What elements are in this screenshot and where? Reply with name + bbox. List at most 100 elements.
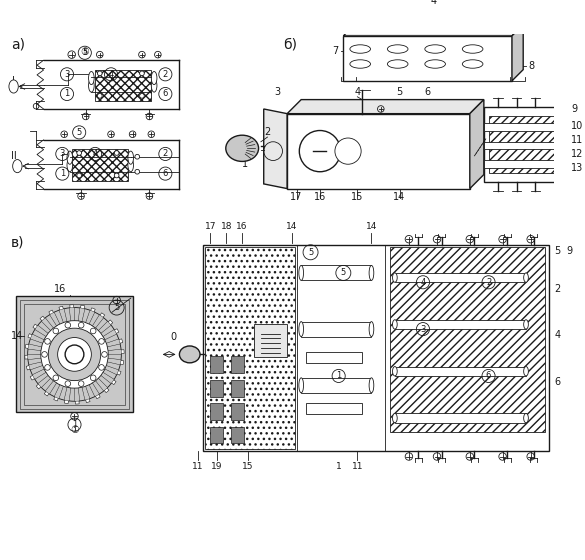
- Polygon shape: [512, 25, 523, 81]
- Text: 5: 5: [308, 248, 313, 257]
- Text: 4: 4: [430, 0, 436, 6]
- Text: 2: 2: [486, 278, 491, 287]
- Circle shape: [41, 321, 108, 388]
- Circle shape: [78, 323, 84, 328]
- Text: 1: 1: [60, 169, 65, 178]
- Text: 14: 14: [286, 222, 298, 231]
- Bar: [484, 161, 563, 168]
- Text: 14: 14: [394, 192, 405, 202]
- Text: 5: 5: [340, 268, 346, 277]
- Ellipse shape: [128, 158, 133, 172]
- Polygon shape: [348, 13, 378, 25]
- Circle shape: [99, 339, 104, 344]
- Ellipse shape: [67, 158, 73, 172]
- Ellipse shape: [152, 79, 157, 92]
- Ellipse shape: [67, 151, 73, 164]
- Ellipse shape: [462, 60, 483, 68]
- Ellipse shape: [88, 79, 94, 92]
- Ellipse shape: [524, 273, 528, 282]
- Text: 2: 2: [163, 70, 168, 79]
- Bar: [395, 367, 526, 376]
- Text: 15: 15: [351, 192, 364, 202]
- Ellipse shape: [387, 45, 408, 53]
- Bar: [306, 352, 362, 363]
- Text: 1: 1: [336, 462, 342, 471]
- Ellipse shape: [9, 80, 18, 93]
- Circle shape: [53, 375, 59, 381]
- Ellipse shape: [462, 45, 483, 53]
- Ellipse shape: [350, 60, 370, 68]
- Wedge shape: [35, 325, 74, 354]
- Wedge shape: [74, 308, 95, 354]
- Polygon shape: [343, 25, 523, 36]
- Wedge shape: [44, 354, 74, 396]
- Circle shape: [335, 138, 361, 164]
- Text: 10: 10: [571, 121, 583, 131]
- Text: 3: 3: [60, 150, 65, 158]
- Bar: [211, 380, 223, 396]
- Wedge shape: [74, 315, 104, 354]
- Bar: [211, 427, 223, 444]
- Wedge shape: [36, 354, 74, 389]
- Bar: [301, 321, 371, 337]
- Wedge shape: [74, 339, 123, 354]
- Bar: [301, 265, 371, 281]
- Bar: [395, 413, 526, 423]
- Wedge shape: [54, 354, 74, 401]
- Circle shape: [27, 307, 121, 401]
- Wedge shape: [32, 354, 74, 379]
- Wedge shape: [30, 354, 74, 380]
- Circle shape: [140, 71, 144, 76]
- Ellipse shape: [299, 265, 304, 281]
- Text: 17: 17: [205, 222, 216, 231]
- Text: 5: 5: [82, 48, 87, 57]
- Text: 1: 1: [336, 371, 341, 380]
- Wedge shape: [74, 354, 109, 393]
- Polygon shape: [470, 100, 484, 189]
- Wedge shape: [26, 354, 74, 370]
- Wedge shape: [28, 344, 74, 354]
- Bar: [484, 107, 563, 182]
- Polygon shape: [287, 100, 484, 114]
- Text: 14: 14: [366, 222, 377, 231]
- Bar: [205, 246, 295, 449]
- Text: 8: 8: [528, 61, 534, 71]
- Wedge shape: [38, 354, 74, 388]
- Bar: [231, 380, 244, 396]
- Ellipse shape: [88, 72, 94, 85]
- Ellipse shape: [299, 321, 304, 337]
- Circle shape: [90, 328, 96, 334]
- Circle shape: [77, 173, 81, 178]
- Text: в): в): [11, 235, 25, 249]
- Ellipse shape: [180, 346, 200, 363]
- Wedge shape: [74, 305, 85, 354]
- Circle shape: [102, 352, 107, 357]
- Bar: [287, 114, 470, 189]
- Wedge shape: [50, 312, 74, 354]
- Ellipse shape: [393, 320, 397, 329]
- Wedge shape: [74, 354, 100, 399]
- Circle shape: [300, 130, 340, 172]
- Text: 7: 7: [332, 46, 339, 56]
- Ellipse shape: [350, 45, 370, 53]
- Circle shape: [58, 338, 91, 371]
- Wedge shape: [74, 354, 124, 365]
- Bar: [231, 403, 244, 420]
- Ellipse shape: [425, 45, 445, 53]
- Wedge shape: [49, 310, 74, 354]
- Text: I: I: [12, 76, 15, 86]
- Wedge shape: [74, 310, 95, 354]
- Text: 3: 3: [275, 87, 281, 97]
- Text: 9: 9: [571, 104, 577, 114]
- Text: 19: 19: [211, 462, 223, 471]
- Circle shape: [90, 375, 96, 381]
- Ellipse shape: [524, 367, 528, 376]
- Text: б): б): [283, 38, 297, 52]
- Circle shape: [114, 151, 119, 155]
- Wedge shape: [64, 354, 74, 404]
- Wedge shape: [74, 329, 116, 354]
- Wedge shape: [59, 306, 74, 354]
- Text: 17: 17: [290, 192, 302, 202]
- Wedge shape: [25, 344, 74, 354]
- Polygon shape: [488, 13, 518, 25]
